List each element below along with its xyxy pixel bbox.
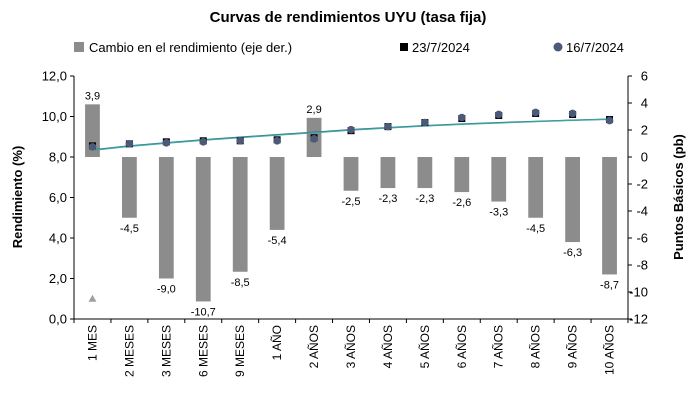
point-16-7-2024 xyxy=(605,116,614,125)
point-16-7-2024 xyxy=(458,113,466,122)
change-bar xyxy=(85,104,100,157)
bar-data-label: 2,9 xyxy=(306,104,321,116)
y2-tick-label: -8 xyxy=(636,258,648,273)
x-category-label: 1 AÑO xyxy=(270,325,284,360)
legend-label-series-1: 23/7/2024 xyxy=(412,40,470,55)
bar-data-label: -6,3 xyxy=(563,247,582,259)
point-16-7-2024 xyxy=(531,108,540,117)
trend-line xyxy=(92,118,610,151)
change-bar xyxy=(158,157,174,279)
x-category-label: 1 MES xyxy=(85,325,99,361)
point-16-7-2024 xyxy=(421,118,429,127)
bar-data-label: -4,5 xyxy=(526,223,545,235)
y2-tick-label: -4 xyxy=(636,204,648,219)
change-bar xyxy=(417,157,433,189)
point-16-7-2024 xyxy=(494,110,503,119)
triangle-marker xyxy=(88,294,97,302)
point-16-7-2024 xyxy=(199,138,208,146)
point-16-7-2024 xyxy=(568,109,577,118)
change-bar xyxy=(232,157,248,272)
change-bar xyxy=(528,157,544,218)
y2-tick-label: -6 xyxy=(636,231,648,246)
change-bar xyxy=(602,157,617,275)
x-category-label: 7 AÑOS xyxy=(492,325,506,368)
y-axis-title: Rendimiento (%) xyxy=(10,146,25,249)
bar-data-label: -3,3 xyxy=(489,207,508,219)
bar-data-label: -2,6 xyxy=(452,197,471,209)
change-bar xyxy=(454,157,470,193)
y2-tick-label: 4 xyxy=(641,96,648,111)
y-tick-label: 10,0 xyxy=(42,109,67,124)
legend-label-bar: Cambio en el rendimiento (eje der.) xyxy=(89,40,292,55)
legend-swatch-bar xyxy=(74,42,84,52)
y2-tick-label: 0 xyxy=(641,150,648,165)
y2-tick-label: 2 xyxy=(641,123,648,138)
x-category-label: 6 MESES xyxy=(196,325,210,377)
y-tick-label: 0,0 xyxy=(49,312,67,327)
change-bar xyxy=(122,157,137,218)
x-category-label: 2 AÑOS xyxy=(307,325,321,368)
point-16-7-2024 xyxy=(88,143,97,151)
legend: Cambio en el rendimiento (eje der.) 23/7… xyxy=(74,40,624,55)
change-bar xyxy=(380,157,396,189)
y-tick-label: 2,0 xyxy=(49,271,67,286)
bar-data-label: -2,3 xyxy=(378,193,397,205)
y-tick-label: 4,0 xyxy=(49,231,67,246)
y-tick-label: 8,0 xyxy=(49,150,67,165)
bar-data-label: -2,5 xyxy=(342,196,361,208)
legend-label-series-2: 16/7/2024 xyxy=(566,40,624,55)
change-bar xyxy=(491,157,507,202)
point-16-7-2024 xyxy=(162,139,171,147)
legend-swatch-square xyxy=(400,43,408,51)
x-category-label: 8 AÑOS xyxy=(529,325,543,368)
x-category-label: 10 AÑOS xyxy=(603,325,617,375)
bar-data-label: -8,7 xyxy=(600,279,619,291)
y2-tick-label: -12 xyxy=(629,312,648,327)
trend-line xyxy=(92,118,610,151)
x-category-label: 4 AÑOS xyxy=(381,325,395,368)
point-16-7-2024 xyxy=(347,125,355,134)
point-16-7-2024 xyxy=(273,137,281,145)
x-category-label: 2 MESES xyxy=(122,325,136,377)
x-category-label: 9 MESES xyxy=(233,325,247,377)
point-16-7-2024 xyxy=(384,122,392,131)
bar-data-label: -9,0 xyxy=(157,284,176,296)
y-tick-label: 6,0 xyxy=(49,190,67,205)
change-bar xyxy=(343,157,359,191)
x-category-label: 9 AÑOS xyxy=(566,325,580,368)
plot-area: 0,0 2,0 4,0 6,0 8,0 10,0 12,0 -12 -10 -8 -6 -4 -2 0 2 4… xyxy=(42,69,648,378)
y-tick-label: 12,0 xyxy=(42,69,67,84)
bar-data-label: -4,5 xyxy=(120,223,139,235)
x-category-label: 3 MESES xyxy=(159,325,173,377)
bar-data-label: 3,9 xyxy=(85,90,100,102)
bar-data-label: -5,4 xyxy=(268,235,287,247)
legend-swatch-circle xyxy=(553,42,563,52)
y2-tick-label: -10 xyxy=(629,285,648,300)
y2-tick-label: 6 xyxy=(641,69,648,84)
change-bar xyxy=(195,157,211,302)
y2-tick-label: -2 xyxy=(636,177,648,192)
bar-data-label: -2,3 xyxy=(415,193,434,205)
change-bar xyxy=(565,157,580,243)
x-category-label: 6 AÑOS xyxy=(455,325,469,368)
point-16-7-2024 xyxy=(310,134,318,143)
x-category-label: 5 AÑOS xyxy=(418,325,432,368)
y2-axis-title: Puntos Básicos (pb) xyxy=(671,134,686,260)
bar-data-label: -8,5 xyxy=(231,277,250,289)
point-16-7-2024 xyxy=(236,137,244,145)
point-16-7-2024 xyxy=(125,140,134,148)
change-bar xyxy=(269,157,285,230)
x-category-label: 3 AÑOS xyxy=(344,325,358,368)
chart-title: Curvas de rendimientos UYU (tasa fija) xyxy=(210,9,487,26)
bar-data-label: -10,7 xyxy=(191,306,216,318)
